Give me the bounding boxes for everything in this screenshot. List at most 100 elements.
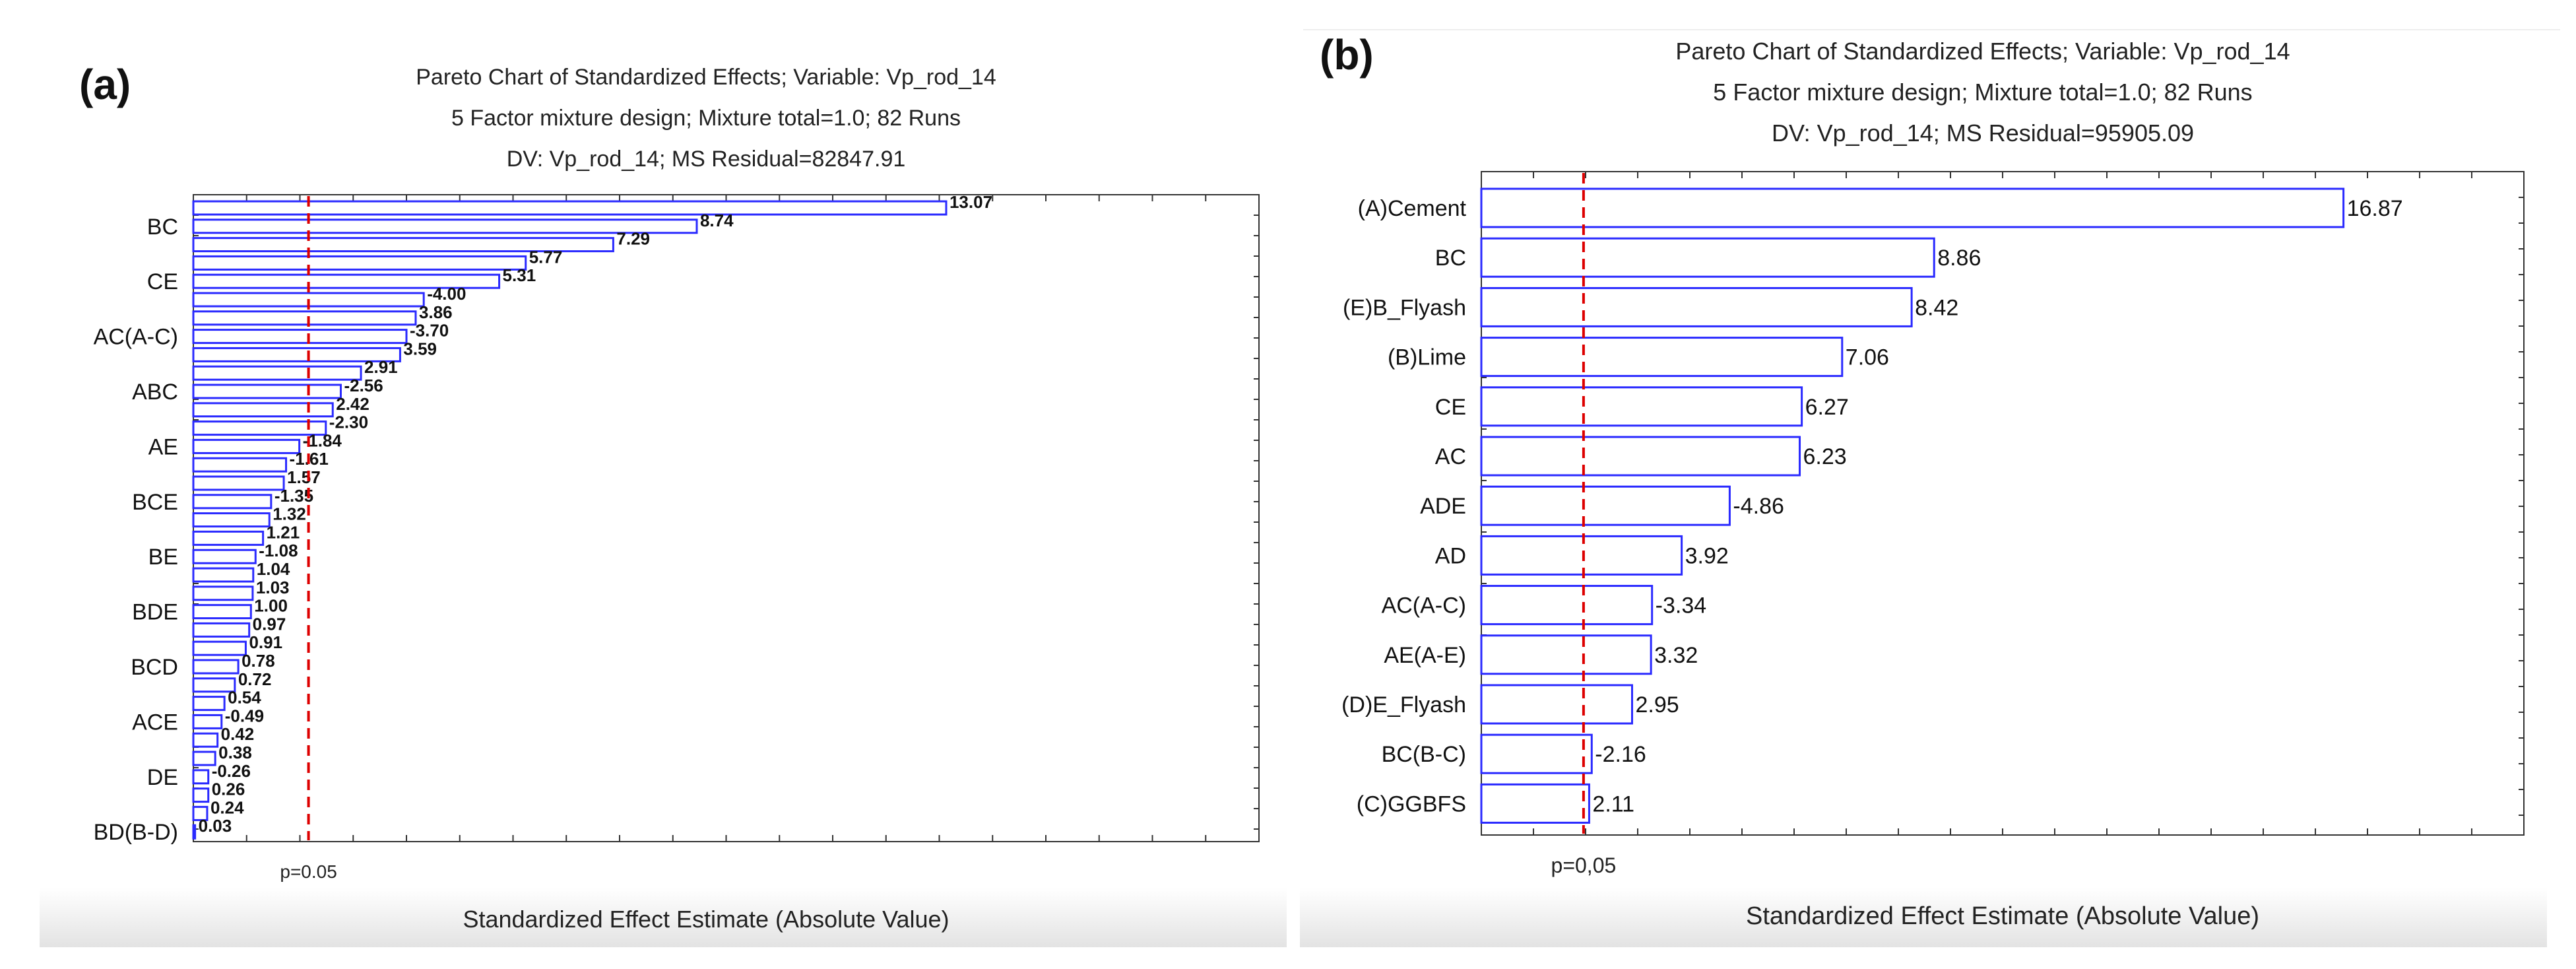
- bar: [192, 622, 251, 638]
- data-label: 2.42: [336, 394, 370, 414]
- data-label: -1.08: [259, 541, 298, 560]
- data-label: -4.00: [427, 284, 466, 304]
- data-label: 0.72: [238, 669, 272, 689]
- data-label: 1.32: [273, 504, 306, 524]
- category-label: AC: [1435, 444, 1466, 469]
- data-label: -3.70: [410, 321, 449, 341]
- category-label: AD: [1435, 543, 1466, 568]
- bar: [192, 805, 209, 821]
- data-label: 0.03: [199, 816, 232, 836]
- category-label: ADE: [1420, 494, 1466, 519]
- panel-a-frame-ticks: [193, 195, 1259, 842]
- category-label: (A)Cement: [1358, 196, 1467, 221]
- panel-a-category-labels: BC CE AC(A-C) ABC AE BCE BE BDE BCD ACE DE BD(B-D): [94, 215, 178, 845]
- data-label: 5.77: [529, 247, 563, 267]
- bar: [192, 273, 501, 289]
- data-label: 1.00: [254, 596, 288, 616]
- category-label: (B)Lime: [1388, 345, 1466, 370]
- bar: [1480, 585, 1654, 626]
- data-label: 6.23: [1803, 444, 1847, 469]
- panel-a-plot-frame: [193, 194, 1260, 842]
- data-label: 0.97: [253, 614, 286, 634]
- data-label: 7.29: [616, 229, 650, 249]
- bar: [192, 237, 614, 253]
- bar: [1480, 535, 1683, 576]
- panel-b: (b) Pareto Chart of Standardized Effects…: [1300, 29, 2560, 947]
- data-label: 0.78: [242, 651, 275, 671]
- bar: [192, 696, 226, 712]
- bar: [192, 384, 342, 399]
- data-label: 5.31: [503, 265, 536, 285]
- category-label: (C)GGBFS: [1357, 791, 1466, 817]
- bar: [1480, 286, 1913, 327]
- data-label: 0.38: [218, 743, 252, 762]
- panel-a-x-axis-label: Standardized Effect Estimate (Absolute V…: [463, 906, 949, 933]
- category-label: AC(A-C): [1382, 593, 1466, 618]
- data-label: -2.30: [329, 413, 368, 432]
- bar: [192, 329, 408, 345]
- bar: [192, 824, 197, 840]
- panel-a-title-line-3: DV: Vp_rod_14; MS Residual=82847.91: [507, 147, 906, 172]
- data-label: -4.86: [1733, 494, 1784, 519]
- data-label: 2.95: [1635, 692, 1679, 718]
- bar: [192, 402, 334, 418]
- panel-b-label: (b): [1320, 31, 1374, 79]
- category-label: CE: [1435, 395, 1466, 420]
- bar: [1480, 485, 1731, 526]
- bar: [192, 677, 236, 693]
- panel-a-title-line-1: Pareto Chart of Standardized Effects; Va…: [416, 65, 996, 90]
- data-label: -0.26: [212, 761, 251, 781]
- panel-b-title-line-3: DV: Vp_rod_14; MS Residual=95905.09: [1772, 119, 2194, 147]
- category-label: AE: [148, 434, 178, 459]
- data-label: -3.34: [1656, 593, 1707, 618]
- panel-a-value-labels: 13.07 8.74 7.29 5.775.31 -4.003.86-3.703.59 2…: [199, 192, 992, 836]
- bar: [192, 787, 210, 803]
- panel-a-footer-band: [40, 888, 1287, 947]
- panel-a-p-value-label: p=0.05: [280, 861, 337, 882]
- bar: [192, 732, 219, 748]
- category-label: AC(A-C): [94, 325, 178, 350]
- data-label: 0.24: [210, 797, 244, 817]
- data-label: 0.91: [249, 632, 282, 652]
- data-label: 1.03: [256, 578, 290, 597]
- category-label: BC(B-C): [1382, 742, 1466, 767]
- data-label: 8.74: [700, 211, 734, 230]
- data-label: 8.42: [1915, 295, 1958, 320]
- bar: [192, 640, 247, 656]
- bar: [192, 530, 265, 546]
- category-label: DE: [147, 765, 178, 790]
- bar: [1480, 436, 1801, 477]
- panel-b-title-line-2: 5 Factor mixture design; Mixture total=1…: [1713, 79, 2252, 106]
- category-label: BC: [1435, 246, 1466, 271]
- bar: [192, 567, 255, 583]
- bar: [1480, 237, 1935, 278]
- panel-b-footer-band: [1300, 888, 2547, 947]
- category-label: BE: [148, 545, 178, 570]
- bar: [192, 549, 257, 564]
- panel-a: (a) Pareto Chart of Standardized Effects…: [40, 61, 1287, 947]
- bar: [192, 714, 223, 729]
- panel-b-bars: [1480, 187, 2345, 824]
- bar: [192, 769, 210, 785]
- data-label: -2.16: [1595, 742, 1646, 767]
- category-label: ABC: [132, 380, 178, 405]
- bar: [192, 310, 417, 326]
- bar: [192, 200, 948, 216]
- data-label: 3.86: [419, 302, 453, 322]
- data-label: -1.35: [274, 486, 313, 506]
- data-label: 1.21: [267, 522, 300, 542]
- category-label: (E)B_Flyash: [1343, 295, 1466, 320]
- data-label: 1.04: [257, 559, 290, 579]
- data-label: 2.91: [364, 357, 398, 377]
- data-label: 13.07: [950, 192, 992, 212]
- bar: [192, 420, 327, 436]
- data-label: 8.86: [1937, 246, 1981, 271]
- bar: [192, 218, 698, 234]
- category-label: BC: [147, 215, 178, 240]
- panel-b-p-value-label: p=0,05: [1551, 853, 1617, 877]
- bar: [1480, 187, 2345, 228]
- category-label: CE: [147, 269, 178, 294]
- bar: [192, 604, 252, 620]
- data-label: 3.59: [403, 339, 437, 358]
- data-label: -2.56: [344, 376, 383, 395]
